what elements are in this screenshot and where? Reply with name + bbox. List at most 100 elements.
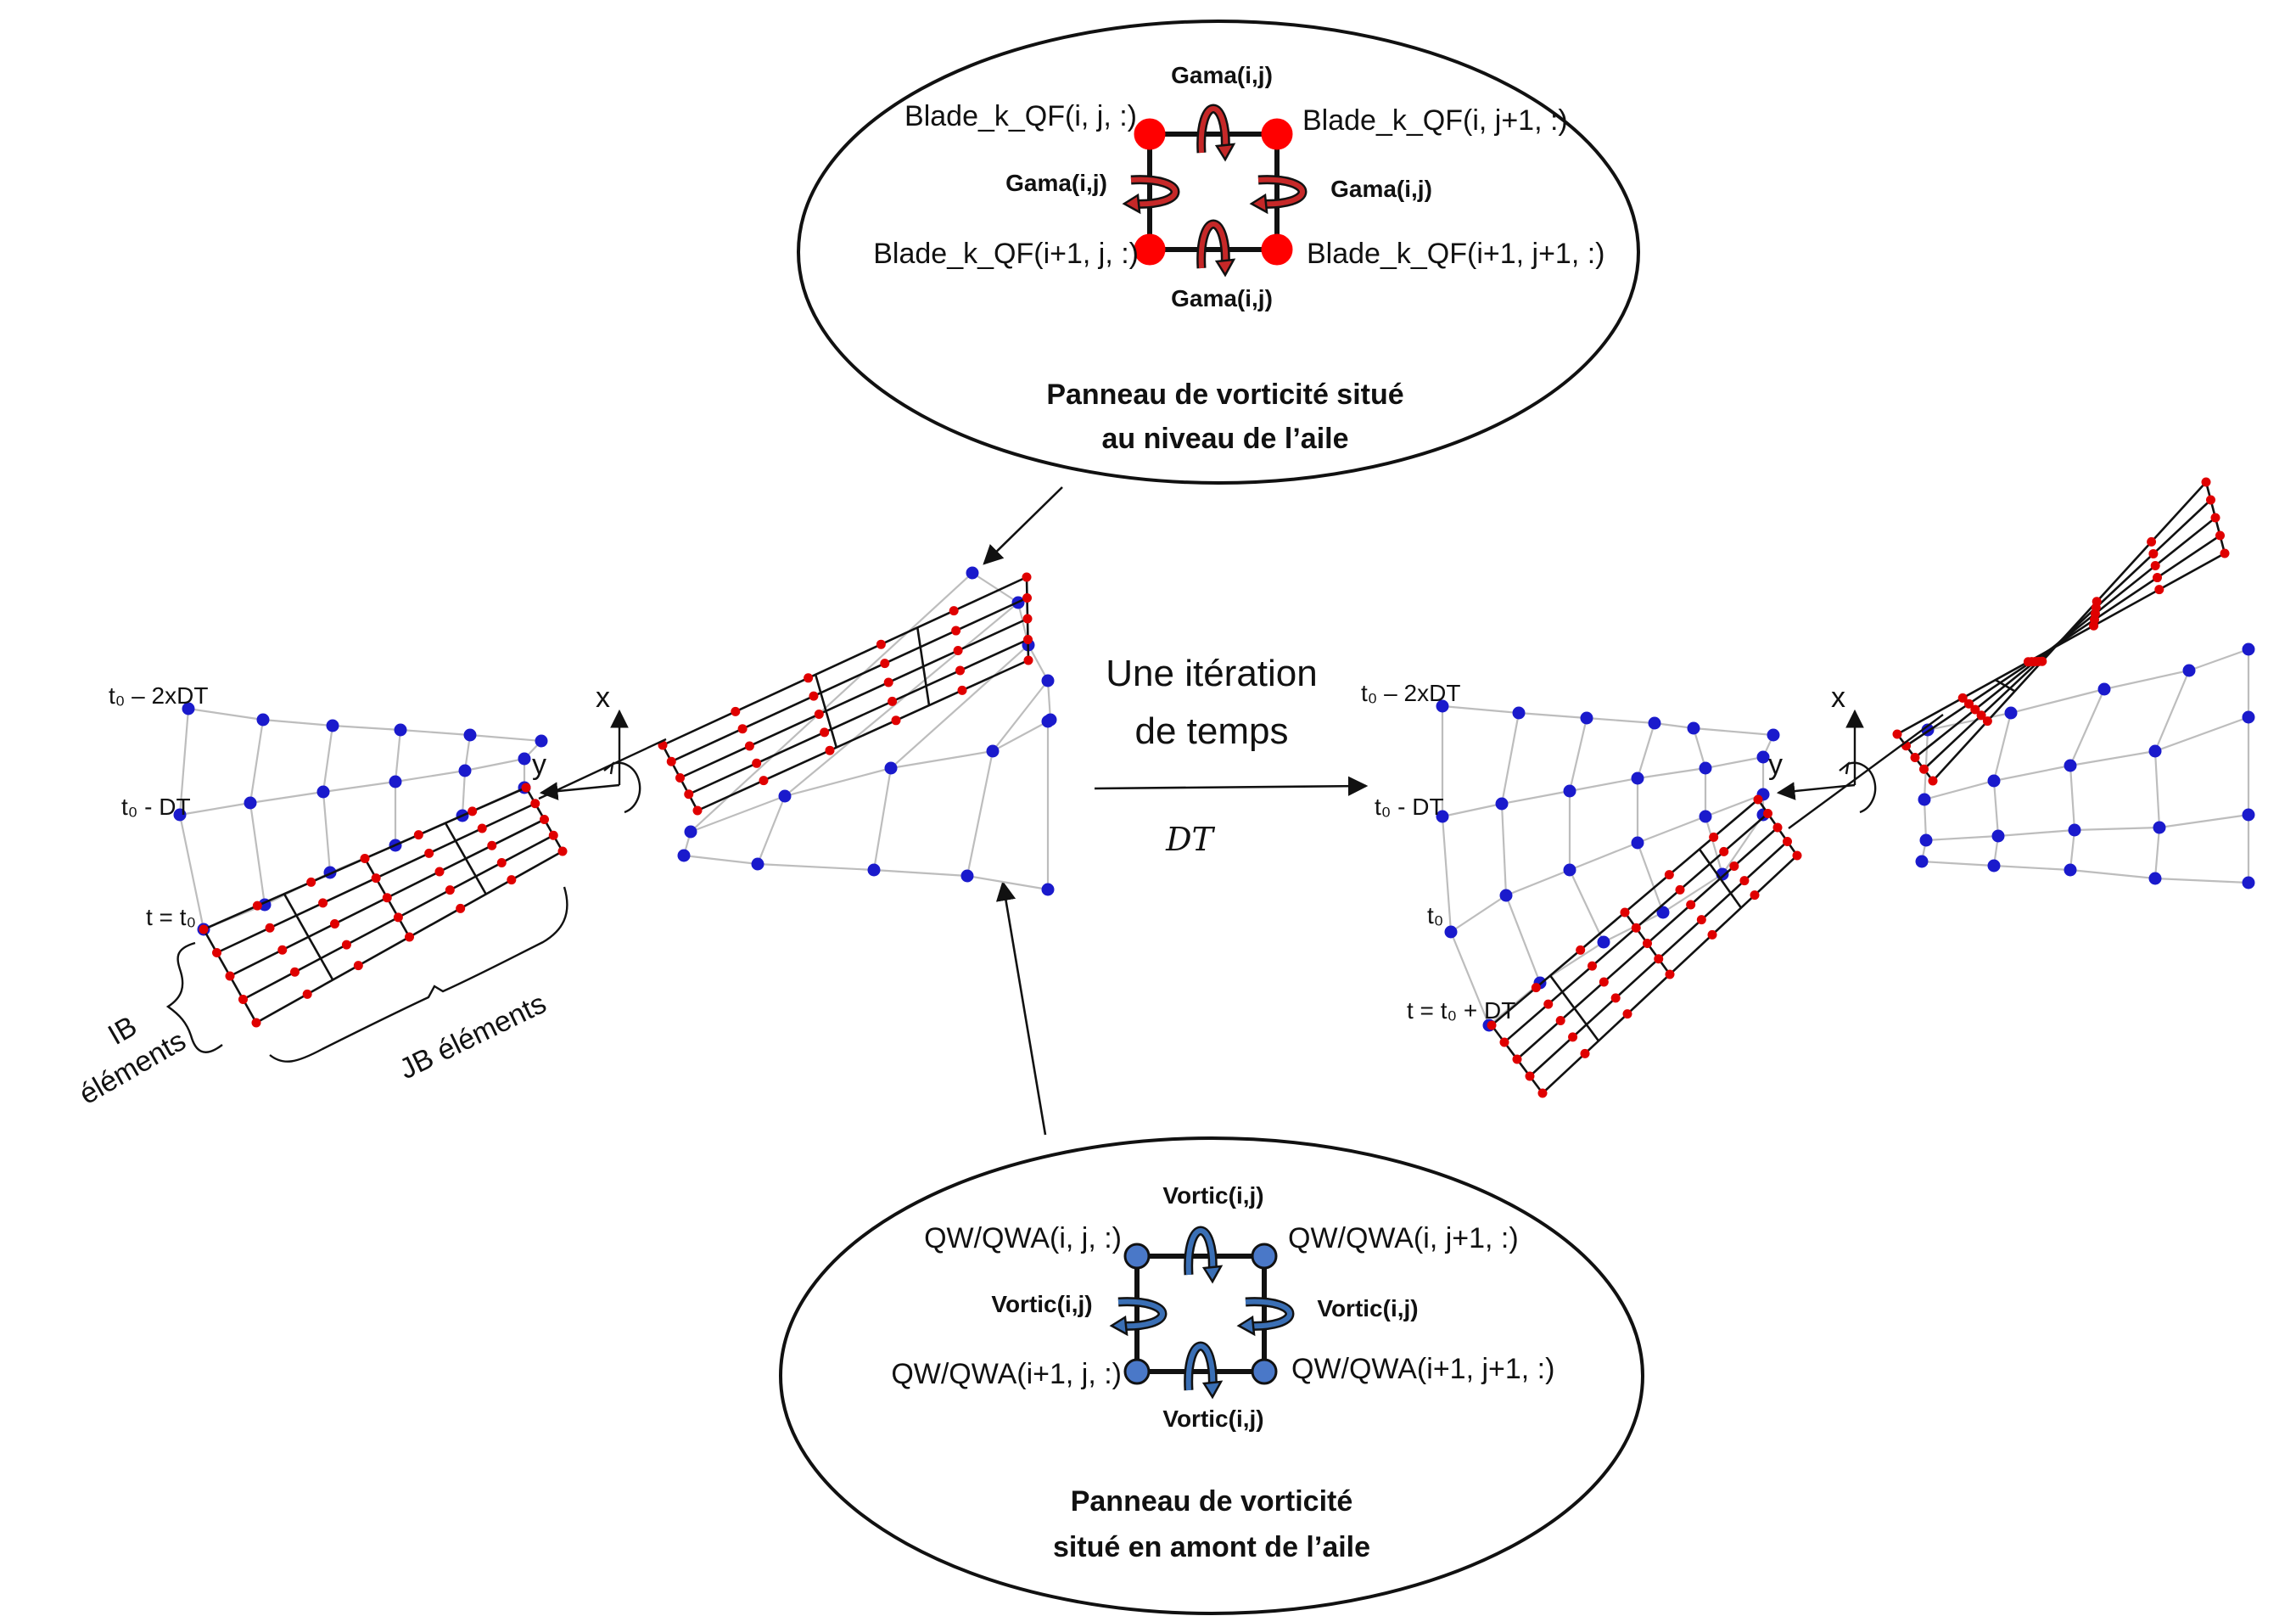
right-rotor-view: x y t₀ – 2xDT t₀ - DT t₀ t = t₀ + DT (1361, 477, 2255, 1098)
wake-node (1699, 761, 1712, 775)
panel-corner-node (1123, 1243, 1151, 1270)
wake-column-line (1992, 712, 2013, 867)
wake-node (1563, 863, 1576, 877)
left-y-axis (539, 782, 620, 800)
right-time-label-3: t = t₀ + DT (1407, 997, 1515, 1024)
blade-spanwise-line (1932, 481, 2207, 782)
wake-node (1631, 772, 1644, 785)
blade-node (1537, 1088, 1548, 1098)
left-rotor-view: x y t₀ – 2xDT t₀ - DT t = t₀ IB éléments… (74, 566, 1057, 1111)
bottom-panel-nodes (1123, 1243, 1278, 1385)
blade-node (675, 773, 685, 783)
wake-node (1436, 699, 1449, 713)
blade-node (1792, 850, 1802, 861)
left-time-label-2: t = t₀ (146, 904, 196, 930)
wake-node (1987, 774, 2001, 788)
wake-node (2004, 706, 2018, 720)
top-circulation-arrows (1122, 104, 1308, 278)
bottom-callout-title-line2: situé en amont de l’aile (1053, 1531, 1370, 1563)
blade-node (1772, 822, 1783, 833)
iteration-label-line1: Une itération (1106, 653, 1317, 694)
blade-node (289, 967, 300, 977)
top-callout-pointer-arrow (983, 486, 1063, 565)
wake-node (463, 728, 477, 742)
top-callout-title-line1: Panneau de vorticité situé (1046, 379, 1403, 411)
blade-node (456, 903, 466, 913)
wake-node (986, 744, 1000, 758)
wake-row-line (690, 721, 1049, 833)
wake-node (1918, 793, 1931, 806)
left-view-right-wake-grid (677, 566, 1057, 896)
panel-corner-node (1134, 233, 1166, 266)
blade-node (1696, 915, 1706, 925)
blade-spanwise-line (1896, 552, 2226, 736)
blade-node (744, 741, 754, 751)
bottom-edge-label-top: Vortic(i,j) (1162, 1182, 1263, 1209)
blade-node (252, 901, 262, 911)
top-edge-label-top: Gama(i,j) (1171, 62, 1273, 88)
circulation-arrow-icon (1196, 219, 1236, 278)
circulation-arrow-head (1236, 1315, 1256, 1337)
blade-chordwise-line (1995, 678, 2016, 693)
left-rotation-tick (603, 761, 614, 775)
blade-node (1499, 1037, 1509, 1047)
blade-node (1976, 710, 1986, 721)
wake-node (2153, 821, 2166, 834)
blade-node (949, 606, 959, 616)
blade-node (487, 840, 497, 850)
blade-spanwise-line (670, 597, 1028, 763)
panel-corner-node (1134, 118, 1166, 150)
circulation-arrow-icon (1236, 1297, 1295, 1337)
top-corner-tr: Blade_k_QF(i, j+1, :) (1302, 104, 1568, 137)
blade-node (265, 923, 275, 933)
top-edge-label-left: Gama(i,j) (1005, 170, 1107, 196)
top-corner-tl: Blade_k_QF(i, j, :) (904, 100, 1137, 132)
right-time-label-1: t₀ - DT (1375, 794, 1444, 820)
wake-node (884, 761, 898, 775)
blade-node (666, 756, 676, 766)
panel-corner-node (1251, 1243, 1278, 1270)
blade-node (1654, 954, 1664, 964)
wake-node (2148, 744, 2162, 758)
wake-node (1991, 829, 2005, 843)
circulation-arrow-body (1117, 1299, 1166, 1329)
blade-node (2220, 548, 2230, 558)
blade-node (752, 758, 762, 768)
blade-node (2092, 597, 2102, 607)
wake-node (677, 849, 691, 862)
blade-node (2215, 530, 2225, 541)
blade-spanwise-line (662, 575, 1028, 747)
wake-node (2242, 876, 2255, 889)
blade-node (1543, 999, 1554, 1009)
blade-node (1576, 945, 1586, 955)
blade-node (540, 815, 549, 824)
iteration-label-line2: de temps (1135, 710, 1289, 752)
wake-node (1041, 883, 1055, 896)
blade-node (951, 626, 961, 636)
blade-spanwise-line (688, 638, 1029, 795)
blade-node (371, 873, 381, 884)
panel-corner-node (1261, 233, 1293, 266)
blade-node (1910, 753, 1920, 762)
wake-column-line (1761, 734, 1774, 815)
left-view-left-wake-grid (173, 702, 548, 936)
bottom-corner-tr: QW/QWA(i, j+1, :) (1288, 1222, 1519, 1254)
blade-node (1970, 704, 1980, 715)
wake-node (1699, 810, 1712, 823)
top-callout-title-line2: au niveau de l’aile (1101, 423, 1348, 455)
wake-row-line (188, 707, 542, 743)
blade-node (880, 659, 890, 669)
left-time-label-0: t₀ – 2xDT (109, 682, 208, 709)
blade-node (2206, 495, 2215, 505)
circulation-arrow-icon (1184, 1341, 1224, 1400)
right-rotation-tick (1839, 761, 1850, 775)
blade-node (888, 696, 898, 706)
blade-node (2210, 513, 2220, 523)
wake-row-line (1921, 860, 2249, 884)
blade-node (891, 715, 901, 726)
blade-node (692, 805, 703, 816)
wake-node (1495, 797, 1509, 811)
blade-node (1982, 716, 1992, 727)
wake-row-line (1442, 755, 1764, 818)
bottom-callout-pointer-arrow (995, 880, 1047, 1136)
